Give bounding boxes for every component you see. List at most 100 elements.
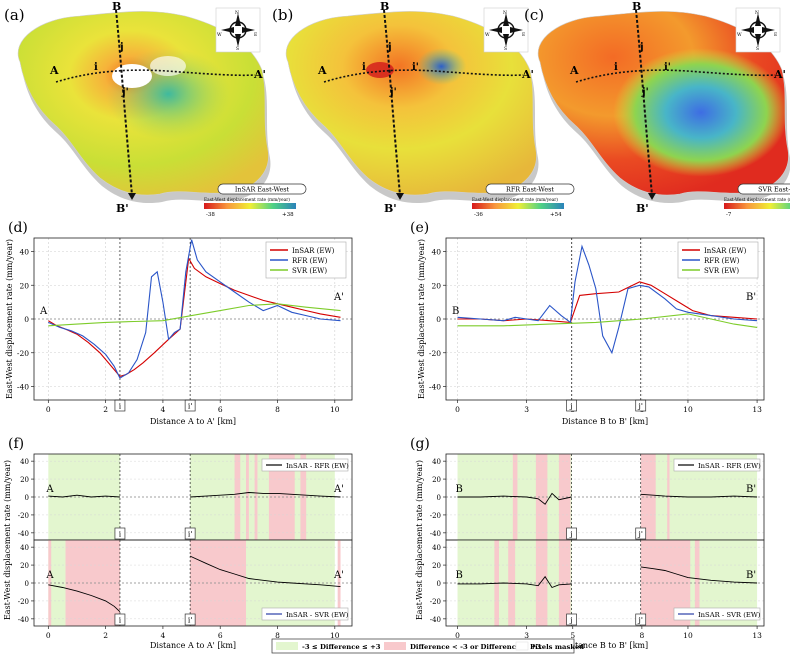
profile-point-label: B': [116, 202, 129, 215]
compass-icon: N S E W: [735, 7, 781, 53]
map-surface-overlay: [538, 11, 789, 196]
tick-label-y: 20: [19, 281, 29, 290]
profile-end-label: A': [333, 570, 344, 581]
marker-label: j: [569, 530, 572, 539]
profile-point-label: A: [49, 64, 59, 77]
colorbar: [724, 203, 790, 209]
diff-subplot-bottom: 40 20 0 -20 -40 A A' InSAR - SVR (EW): [18, 539, 353, 627]
disagree-band: [234, 454, 241, 540]
profile-end-label: B': [746, 292, 756, 303]
tick-label-y: 0: [436, 315, 441, 324]
tick-label-y: 0: [437, 494, 441, 502]
plot-frame: [445, 539, 765, 627]
tick-label-x: 10: [330, 631, 340, 640]
series-line: [457, 244, 758, 355]
tick-label-x: 4: [161, 405, 166, 414]
compass-s: S: [756, 46, 759, 52]
colorbar-subtitle: East-West displacement rate (mm/year): [472, 198, 558, 203]
profile-end-label: A': [333, 484, 344, 495]
legend-box: [673, 607, 761, 621]
panel-label: (g): [410, 436, 430, 452]
compass-needle-n: [503, 13, 509, 26]
disagree-band: [694, 540, 700, 626]
tick-label-y: 40: [431, 248, 441, 257]
marker-box: [184, 527, 196, 540]
profile-line-b: [115, 9, 133, 196]
profile-point-label: i: [94, 62, 98, 73]
disagree-band: [558, 454, 571, 540]
legend-label: InSAR (EW): [704, 247, 747, 255]
y-axis-label: East-West displacement rate (mm/year): [5, 239, 14, 399]
legend-box: [673, 458, 761, 472]
series-line: [48, 239, 341, 379]
compass-icon: N S E W: [483, 7, 529, 53]
tick-label-x: 6: [218, 631, 223, 640]
tick-label-y: -40: [17, 383, 29, 392]
profile-line-b: [383, 9, 401, 196]
diff-line: [457, 492, 572, 505]
marker-label: i': [188, 616, 192, 625]
profile-point-label: A': [253, 68, 266, 81]
panel-label: (c): [524, 6, 544, 24]
compass-needle-n: [755, 13, 761, 26]
profile-start-label: A: [39, 306, 48, 317]
tick-label-y: 0: [437, 580, 441, 588]
compass-w: W: [217, 32, 222, 38]
tick-label-y: -20: [18, 598, 29, 606]
tick-label-y: 40: [432, 458, 441, 466]
compass-e: E: [774, 32, 777, 38]
colorbar-title-box: [737, 183, 790, 195]
tick-label-y: -20: [430, 598, 441, 606]
legend-label: InSAR (EW): [292, 247, 335, 255]
tick-label-x: 2: [103, 405, 108, 414]
tick-label-y: 40: [20, 458, 29, 466]
tick-label-x: 10: [330, 405, 340, 414]
tick-label-y: -40: [429, 383, 441, 392]
profile-point-label: A': [521, 68, 534, 81]
profile-point-label: B': [384, 202, 397, 215]
disagree-band: [667, 454, 670, 540]
profile-point-label: i: [614, 62, 618, 73]
marker-label: j': [638, 402, 643, 411]
compass-n: N: [503, 10, 507, 16]
tick-label-x: 0: [455, 405, 460, 414]
map-surface-overlay: [18, 11, 269, 196]
y-axis-label: East-West displacement rate (mm/year): [415, 460, 424, 620]
legend-disagree-swatch: [384, 642, 406, 650]
profile-line-a: [55, 69, 256, 83]
profile-point-label: B: [112, 0, 121, 13]
marker-label: i: [119, 530, 122, 539]
marker-box: [114, 613, 126, 626]
tick-label-y: -20: [430, 512, 441, 520]
tick-label-x: 3: [524, 405, 529, 414]
diff-line: [48, 494, 120, 498]
tick-label-y: 20: [431, 281, 441, 290]
profile-arrow: [648, 193, 656, 200]
profile-line-a: [323, 69, 524, 83]
tick-label-x: 2: [103, 631, 108, 640]
series-line: [457, 281, 758, 323]
profile-point-label: A': [773, 68, 786, 81]
compass-e: E: [522, 32, 525, 38]
compass-w: W: [485, 32, 490, 38]
compass-icon: N S E W: [215, 7, 261, 53]
panel-label: (a): [4, 6, 25, 24]
tick-label-x: 0: [46, 405, 51, 414]
compass-needle-e: [762, 27, 775, 33]
tick-label-y: 0: [24, 315, 29, 324]
disagree-band: [535, 454, 548, 540]
difference-legend: -3 ≤ Difference ≤ +3 Difference < -3 or D…: [271, 638, 584, 654]
profile-start-label: B: [456, 484, 463, 495]
profile-end-label: B': [746, 570, 756, 581]
tick-label-y: 20: [432, 476, 441, 484]
profile-end-label: B': [746, 484, 756, 495]
diff-line: [189, 555, 341, 588]
disagree-band: [535, 540, 548, 626]
tick-label-y: -20: [17, 349, 29, 358]
panel-label: (b): [272, 6, 293, 24]
tick-label-y: 40: [432, 544, 441, 552]
marker-label: i': [188, 530, 192, 539]
legend-label: RFR (EW): [704, 257, 740, 265]
panel-label: (d): [8, 220, 28, 236]
